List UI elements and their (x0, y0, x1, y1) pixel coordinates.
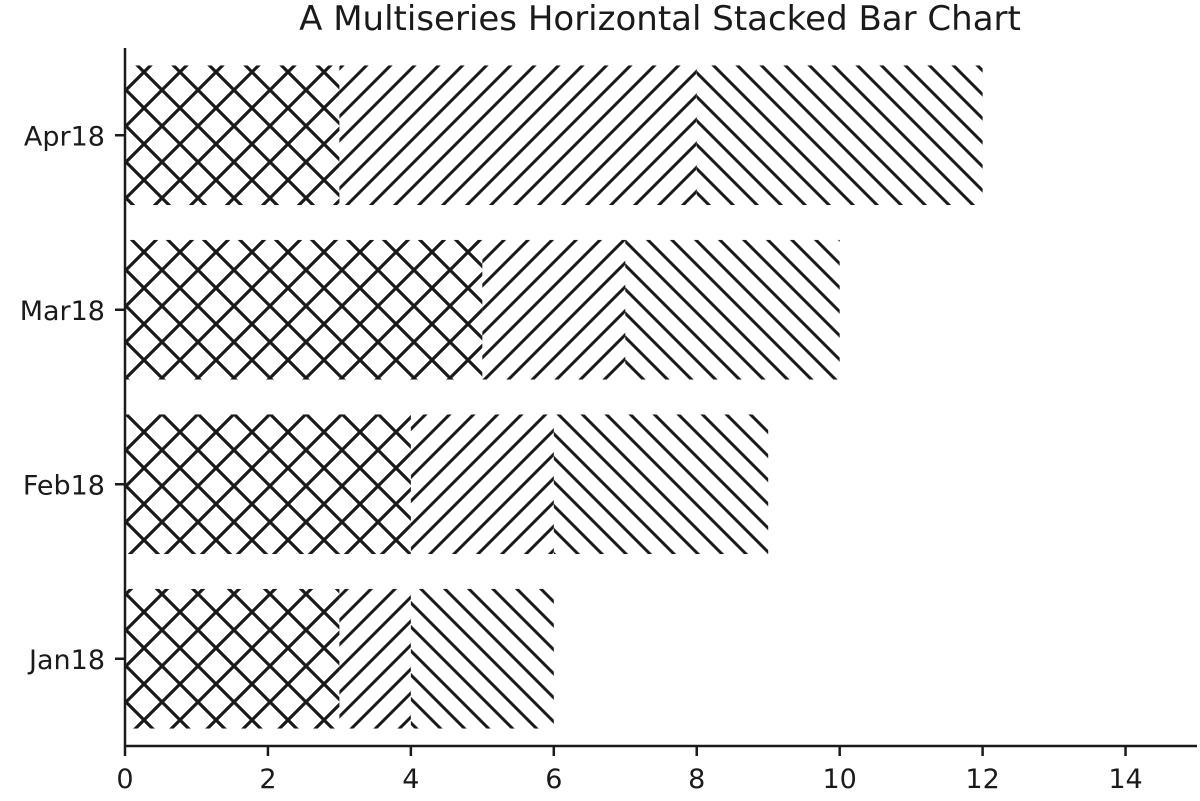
bar-segment-mar18-series-1 (125, 239, 483, 380)
x-tick-label: 2 (259, 764, 276, 795)
axes-layer (123, 48, 1197, 748)
chart-title: A Multiseries Horizontal Stacked Bar Cha… (299, 0, 1021, 39)
x-ticks-layer: 0 2 4 6 8 10 12 14 (116, 746, 1143, 795)
x-tick-label: 6 (545, 764, 562, 795)
bars-layer (125, 65, 983, 729)
y-tick-label-feb18: Feb18 (23, 470, 105, 501)
bar-segment-jan18-series-3 (410, 588, 554, 729)
x-tick-label: 8 (688, 764, 705, 795)
bar-segment-jan18-series-1 (125, 588, 340, 729)
bar-segment-feb18-series-2 (410, 414, 554, 555)
x-tick-label: 12 (965, 764, 999, 795)
bar-segment-apr18-series-3 (696, 65, 983, 206)
x-tick-label: 0 (116, 764, 133, 795)
bar-segment-jan18-series-2 (339, 588, 411, 729)
y-tick-label-mar18: Mar18 (20, 296, 105, 327)
bar-segment-feb18-series-1 (125, 414, 411, 555)
x-tick-label: 14 (1108, 764, 1142, 795)
bar-segment-mar18-series-2 (482, 239, 626, 380)
y-tick-label-jan18: Jan18 (27, 645, 105, 676)
y-ticks-layer: Jan18 Feb18 Mar18 Apr18 (20, 121, 125, 676)
bar-segment-apr18-series-1 (125, 65, 340, 206)
bar-segment-apr18-series-2 (339, 65, 697, 206)
x-tick-label: 4 (402, 764, 419, 795)
y-tick-label-apr18: Apr18 (24, 121, 105, 152)
x-tick-label: 10 (822, 764, 856, 795)
bar-segment-mar18-series-3 (625, 239, 840, 380)
bar-segment-feb18-series-3 (553, 414, 769, 555)
